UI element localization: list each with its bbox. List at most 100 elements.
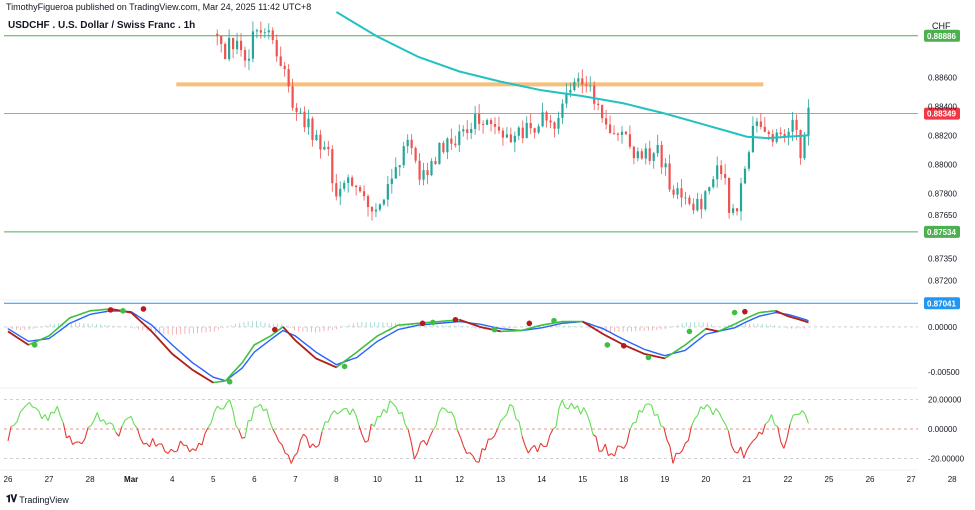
candle-body (601, 104, 604, 119)
momentum-segment (235, 425, 240, 431)
momentum-segment (456, 430, 462, 438)
momentum-segment (469, 452, 474, 457)
momentum-tick-label: -20.00000 (928, 454, 965, 463)
price-level-label: 0.87534 (927, 228, 956, 237)
candle-body (450, 138, 453, 144)
candle-body (728, 177, 731, 213)
fast-down-segment (471, 323, 477, 327)
candle-body (616, 133, 620, 135)
momentum-segment (410, 442, 415, 460)
candle-body (382, 199, 385, 205)
candle-body (545, 112, 548, 121)
momentum-segment (521, 436, 526, 447)
time-tick-label: 26 (4, 475, 13, 484)
candle-body (589, 85, 592, 87)
momentum-segment (358, 425, 363, 435)
momentum-segment (223, 402, 228, 410)
momentum-segment (330, 410, 335, 415)
fast-down-segment (635, 349, 641, 353)
time-tick-label: 12 (455, 475, 464, 484)
momentum-segment (758, 431, 763, 435)
candle-body (569, 89, 572, 93)
momentum-segment (678, 450, 683, 455)
candle-body (731, 208, 735, 213)
momentum-segment (56, 406, 61, 417)
momentum-segment (555, 407, 560, 427)
fast-down-segment (709, 328, 715, 332)
candle-body (347, 177, 350, 183)
tradingview-logo-icon: 𝟏𝐕 (6, 494, 17, 505)
candle-body (565, 92, 568, 104)
price-level-label: 0.87041 (927, 299, 956, 308)
time-tick-label: 5 (211, 475, 216, 484)
candle-body (216, 33, 219, 36)
momentum-segment (306, 437, 311, 449)
momentum-segment (164, 451, 169, 454)
cross-marker (272, 326, 278, 333)
candle-body (505, 134, 508, 138)
momentum-segment (121, 420, 126, 427)
resistance-zone (176, 82, 764, 87)
candle-body (724, 174, 727, 178)
candle-body (672, 189, 675, 195)
candle-body (608, 124, 612, 134)
price-axis[interactable]: 0.88886 0.88349 0.87534 0.87041 0.88600 0.884… (924, 29, 965, 464)
candle-body (474, 113, 477, 129)
fast-down-segment (134, 315, 140, 321)
candle-body (720, 165, 723, 175)
momentum-segment (706, 404, 711, 409)
candle-body (454, 143, 457, 146)
momentum-segment (786, 424, 791, 439)
price-level-label: 0.88886 (927, 32, 956, 41)
chart-title: USDCHF . U.S. Dollar / Swiss Franc . 1h (8, 20, 196, 31)
candle-body (311, 118, 314, 141)
momentum-segment (629, 422, 634, 431)
candle-body (263, 32, 266, 34)
momentum-segment (59, 415, 64, 424)
momentum-segment (398, 411, 403, 415)
momentum-segment (518, 421, 523, 437)
candle-body (402, 146, 405, 166)
candle-body (327, 146, 330, 150)
fast-down-segment (463, 320, 469, 324)
momentum-segment (106, 422, 110, 426)
momentum-segment (152, 438, 157, 447)
momentum-segment (537, 443, 542, 453)
candle-body (235, 40, 239, 50)
momentum-segment (167, 448, 172, 454)
cross-marker (491, 326, 498, 333)
momentum-segment (16, 411, 21, 422)
momentum-segment (650, 404, 656, 416)
momentum-segment (337, 411, 341, 415)
candle-body (339, 188, 342, 197)
momentum-segment (38, 410, 43, 420)
momentum-segment (7, 426, 12, 441)
momentum-segment (179, 440, 184, 446)
fast-down-segment (142, 323, 149, 329)
tradingview-footer[interactable]: 𝟏𝐕 TradingView (6, 494, 69, 505)
momentum-segment (423, 440, 428, 446)
momentum-segment (626, 429, 631, 444)
candle-body (478, 113, 481, 124)
fast-down-segment (114, 308, 119, 312)
candle-body (247, 58, 251, 61)
time-tick-label: 28 (948, 475, 957, 484)
momentum-segment (478, 448, 483, 463)
momentum-segment (592, 434, 597, 437)
candle-body (370, 207, 374, 212)
cross-marker (645, 354, 652, 361)
momentum-tick-label: 0.00000 (928, 425, 957, 434)
momentum-segment (195, 442, 200, 451)
time-axis[interactable]: 26 27 28 Mar 4 5 6 7 8 10 11 12 13 14 15 18 19 20 21 22 25 26… (4, 475, 958, 484)
time-tick-label: Mar (124, 475, 138, 484)
momentum-segment (755, 431, 760, 439)
momentum-segment (133, 423, 138, 429)
fast-down-segment (606, 335, 612, 340)
momentum-segment (176, 440, 181, 452)
candle-body (422, 170, 425, 180)
momentum-segment (84, 427, 89, 439)
momentum-segment (401, 412, 406, 425)
momentum-segment (293, 452, 298, 457)
momentum-segment (254, 406, 258, 408)
